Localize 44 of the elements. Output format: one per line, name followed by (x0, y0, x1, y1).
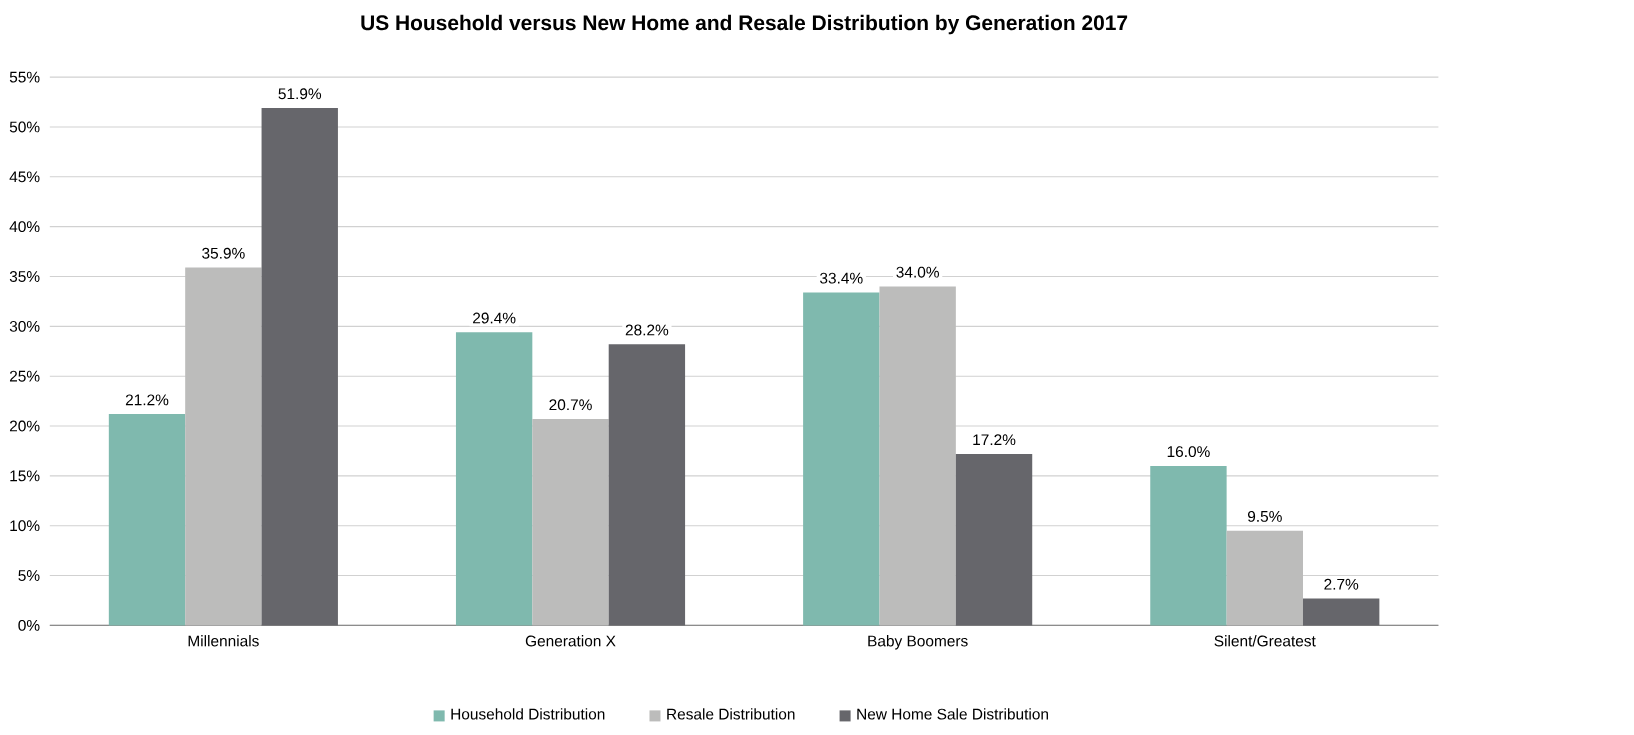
y-tick-label: 30% (9, 321, 40, 332)
data-label: 17.2% (973, 434, 1016, 446)
bar (608, 344, 686, 626)
data-label: 2.7% (1324, 579, 1359, 590)
y-tick-label: 35% (9, 271, 40, 283)
bar (1150, 466, 1227, 626)
x-tick-label: Silent/Greatest (1214, 635, 1316, 647)
x-tick-label: Millennials (188, 635, 259, 647)
bar (185, 267, 262, 626)
y-tick-label: 0% (18, 620, 40, 632)
x-tick-label: Generation X (525, 635, 616, 647)
y-tick-label: 55% (9, 71, 40, 83)
data-label: 34.0% (896, 266, 939, 278)
bar (803, 292, 880, 626)
legend-label: New Home Sale Distribution (857, 708, 1048, 720)
data-label: 21.2% (125, 394, 169, 406)
y-tick-label: 15% (10, 470, 40, 482)
legend-label: Resale Distribution (667, 708, 795, 720)
data-label: 20.7% (549, 399, 592, 411)
y-tick-label: 50% (9, 121, 40, 133)
data-label: 29.4% (473, 312, 516, 324)
legend-label: Household Distribution (451, 708, 605, 720)
y-tick-label: 20% (9, 420, 40, 432)
data-label: 9.5% (1247, 511, 1282, 523)
data-label: 51.9% (278, 88, 322, 100)
bar (261, 108, 338, 626)
y-tick-label: 5% (18, 570, 40, 582)
bar (1303, 598, 1380, 626)
bar (879, 286, 956, 626)
data-label: 28.2% (625, 324, 669, 336)
data-label: 16.0% (1167, 446, 1210, 458)
chart-title: US Household versus New Home and Resale Distribution by Generation 2017 (361, 15, 1128, 35)
y-tick-label: 10% (10, 520, 40, 532)
y-tick-label: 40% (9, 221, 40, 233)
bar (108, 414, 186, 626)
data-label: 33.4% (820, 272, 863, 284)
bar (532, 419, 609, 626)
data-label: 35.9% (202, 248, 245, 259)
bar (955, 454, 1033, 626)
y-tick-label: 25% (9, 370, 40, 382)
bar (1226, 530, 1303, 626)
bar (455, 332, 533, 626)
y-tick-label: 45% (9, 171, 40, 183)
x-tick-label: Baby Boomers (868, 635, 968, 650)
